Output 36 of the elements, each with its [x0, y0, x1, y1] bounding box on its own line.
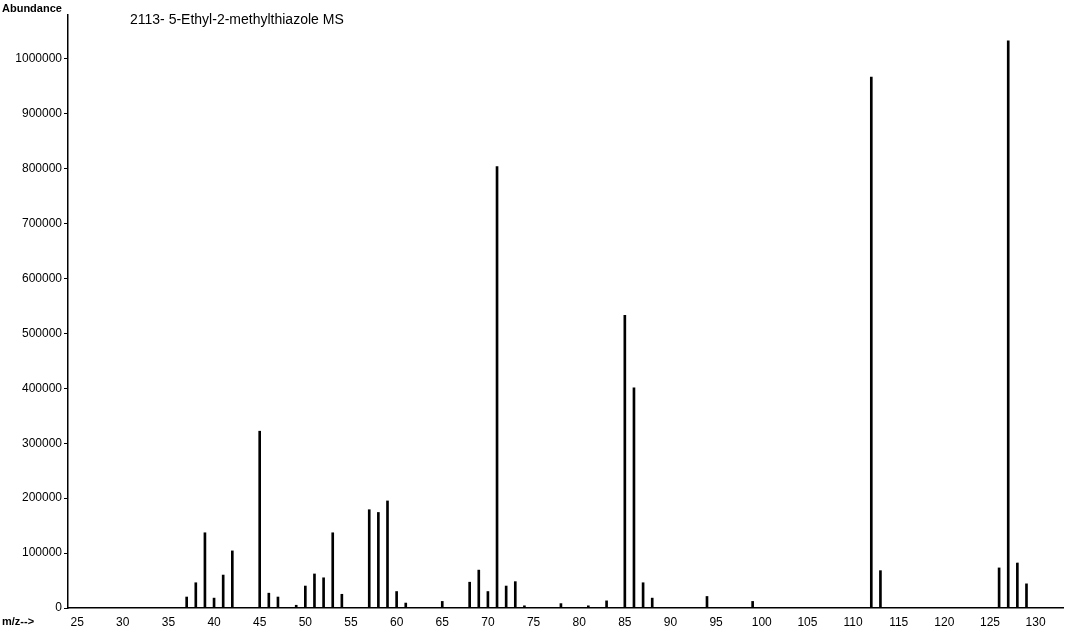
y-tick-label: 400000 — [21, 380, 63, 395]
x-tick-label: 35 — [161, 614, 176, 629]
x-tick-label: 45 — [253, 614, 267, 629]
x-tick-label: 80 — [572, 614, 587, 629]
y-tick-label: 800000 — [21, 161, 63, 176]
y-tick-label: 700000 — [21, 215, 63, 230]
y-tick-label: 100000 — [21, 545, 63, 560]
x-tick-label: 115 — [889, 614, 909, 629]
x-tick-label: 90 — [663, 614, 678, 629]
x-tick-label: 85 — [618, 614, 632, 629]
x-tick-label: 95 — [709, 614, 724, 629]
y-tick-label: 600000 — [21, 270, 63, 285]
x-tick-label: 110 — [843, 614, 863, 629]
x-tick-label: 120 — [934, 614, 955, 629]
x-tick-label: 40 — [207, 614, 222, 629]
y-tick-label: 1000000 — [15, 51, 63, 66]
y-tick-label: 200000 — [21, 490, 63, 505]
y-tick-label: 0 — [55, 600, 63, 615]
x-tick-label: 105 — [797, 614, 818, 629]
x-tick-label: 25 — [70, 614, 85, 629]
x-axis-title: m/z--> — [2, 615, 35, 628]
y-axis-title: Abundance — [2, 2, 62, 15]
y-tick-label: 900000 — [21, 106, 63, 121]
x-tick-label: 55 — [344, 614, 358, 629]
x-tick-label: 50 — [298, 614, 313, 629]
x-tick-label: 75 — [526, 614, 541, 629]
chart-title: 2113- 5-Ethyl-2-methylthiazole MS — [130, 10, 344, 27]
x-tick-label: 130 — [1025, 614, 1046, 629]
x-tick-label: 125 — [979, 614, 1001, 629]
x-tick-label: 30 — [116, 614, 130, 629]
y-tick-label: 500000 — [21, 325, 63, 340]
y-tick-label: 300000 — [21, 435, 63, 450]
x-tick-label: 60 — [389, 614, 404, 629]
x-tick-label: 65 — [435, 614, 450, 629]
x-tick-label: 100 — [751, 614, 773, 629]
x-tick-label: 70 — [481, 614, 495, 629]
